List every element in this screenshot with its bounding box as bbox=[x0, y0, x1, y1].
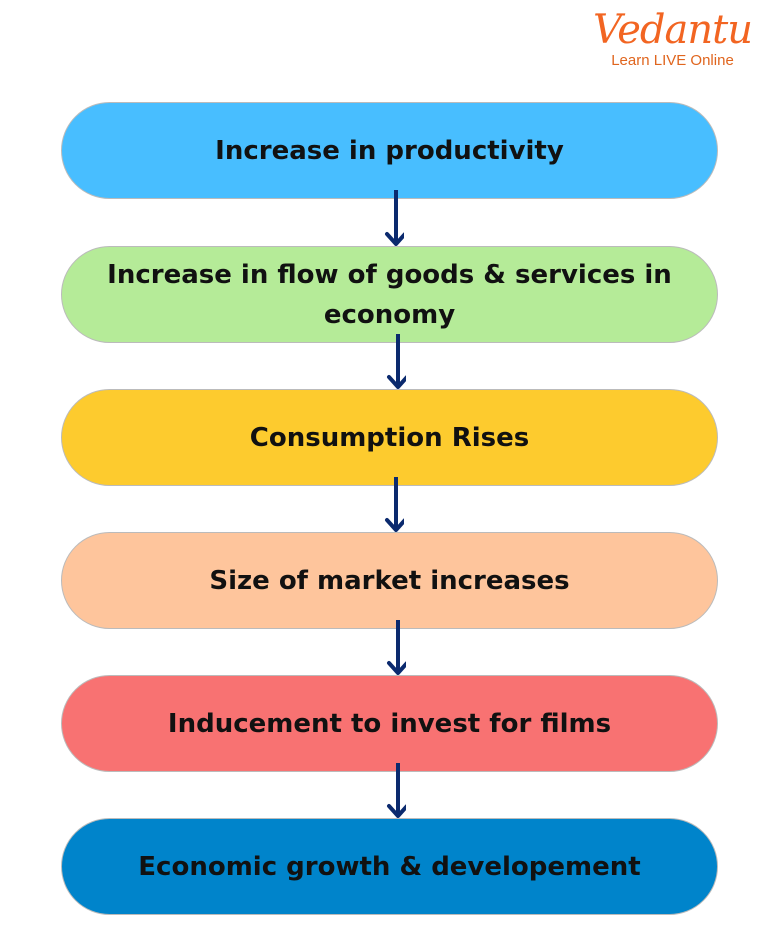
flow-step-label: Inducement to invest for films bbox=[167, 708, 612, 739]
flow-step-label: Economic growth & developement bbox=[138, 851, 641, 882]
flow-step: Consumption Rises bbox=[61, 389, 718, 486]
arrow-down-icon bbox=[387, 620, 406, 675]
flow-step: Size of market increases bbox=[61, 532, 718, 629]
arrow-down-icon bbox=[385, 477, 404, 532]
flow-step-label: Increase in productivity bbox=[215, 135, 564, 166]
arrow-down-icon bbox=[387, 763, 406, 818]
flow-step: Inducement to invest for films bbox=[61, 675, 718, 772]
arrow-down-icon bbox=[385, 190, 404, 246]
vedantu-logo: Vedantu Learn LIVE Online bbox=[590, 8, 755, 70]
flow-step: Increase in flow of goods & services in … bbox=[61, 246, 718, 343]
flow-step-label: Increase in flow of goods & services in … bbox=[107, 259, 672, 330]
flow-step: Increase in productivity bbox=[61, 102, 718, 199]
flow-step-label: Consumption Rises bbox=[249, 422, 530, 453]
logo-tagline: Learn LIVE Online bbox=[611, 52, 734, 69]
flow-step-label: Size of market increases bbox=[209, 565, 570, 596]
logo-brand: Vedantu bbox=[593, 7, 753, 53]
arrow-down-icon bbox=[387, 334, 406, 389]
flow-step: Economic growth & developement bbox=[61, 818, 718, 915]
